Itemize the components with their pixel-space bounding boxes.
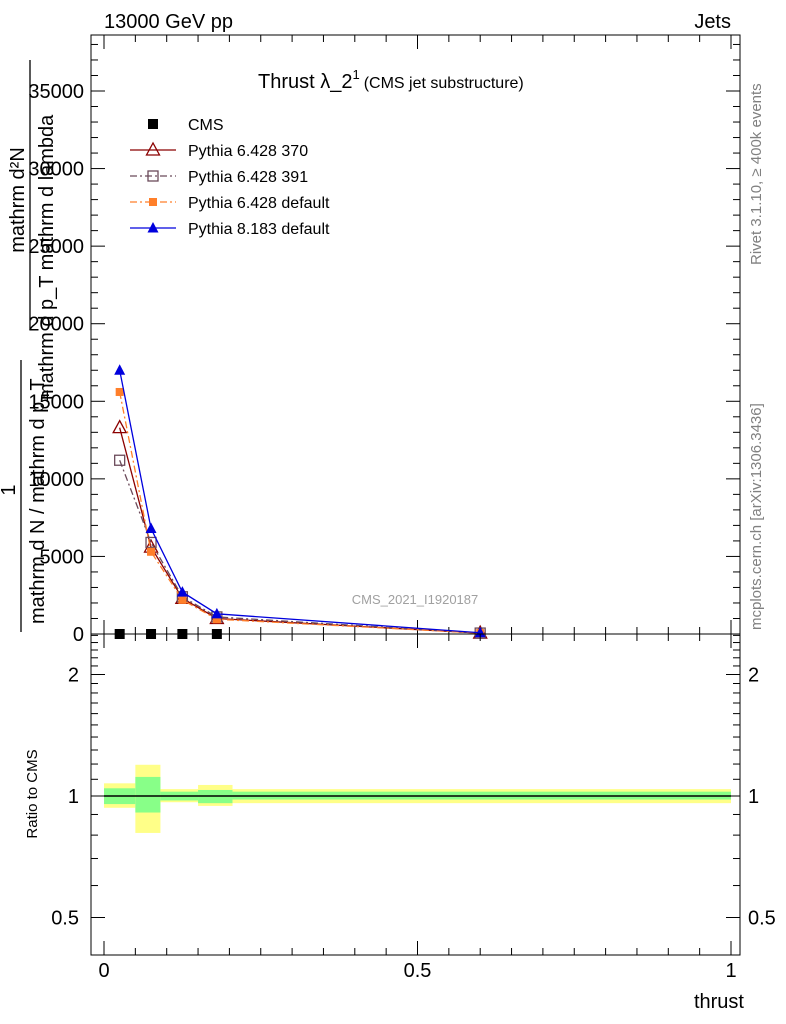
y-tick-label: 0 [73,624,84,646]
legend-marker [148,119,158,129]
analysis-watermark: CMS_2021_I1920187 [352,592,479,607]
ratio-axis-ticks: 0.5 0.5 1 1 2 2 0 0.5 1 [51,634,776,982]
ratio-band-inner [135,776,161,813]
legend-label: Pythia 6.428 default [188,195,330,212]
legend-label: CMS [188,117,224,134]
data-point [115,387,124,396]
ratio-y-tick-label-left: 0.5 [51,908,79,930]
ratio-uncertainty-bands [104,764,731,833]
legend-marker [147,170,159,182]
x-tick-label: 1 [725,960,736,982]
y-tick-label: 5000 [40,546,85,568]
chart-title-superscript: 1 [352,67,359,82]
main-panel: Thrust λ_21 (CMS jet substructure) CMS_20… [28,34,741,646]
rivet-version-label: Rivet 3.1.10, ≥ 400k events [748,83,765,265]
legend-marker [147,222,159,233]
data-point [114,364,126,375]
data-point [145,536,157,549]
main-series-layer [112,364,488,639]
legend-label: Pythia 6.428 370 [188,143,308,160]
y-tick-label: 10000 [28,469,84,491]
main-axis-ticks: 0 5000 10000 15000 20000 25000 30000 35000 [28,35,740,646]
legend-entry: CMS [148,117,224,134]
ylabel-prefix-numerator: 1 [0,484,20,495]
legend-label: Pythia 6.428 391 [188,169,308,186]
series-pythia-8-183-default [114,364,486,638]
y-tick-label: 15000 [28,391,84,413]
legend-entry: Pythia 6.428 391 [130,169,308,186]
legend-entry: Pythia 8.183 default [130,221,330,238]
legend-marker [149,198,157,206]
chart-title-main: Thrust λ_2 [258,71,352,93]
data-point [112,419,128,434]
data-point [145,522,157,534]
x-tick-label: 0.5 [404,960,432,982]
ratio-ylabel: Ratio to CMS [24,749,41,838]
ratio-y-tick-label-right: 0.5 [748,908,776,930]
y-tick-label: 30000 [28,159,84,181]
legend-entry: Pythia 6.428 default [130,195,330,212]
legend-label: Pythia 8.183 default [188,221,330,238]
ylabel-numerator: mathrm d²N [7,147,29,253]
chart-title: Thrust λ_21 (CMS jet substructure) [258,67,524,93]
data-point [211,607,223,619]
main-ylabel: 1 mathrm d N / mathrm d p_T mathrm d²N m… [0,60,58,632]
ratio-frame [90,633,741,956]
y-tick-label: 25000 [28,236,84,258]
data-point [212,615,221,624]
series-line [119,460,481,634]
data-point [178,595,187,604]
y-tick-label: 35000 [28,81,84,103]
ylabel-prefix-denominator: mathrm d N / mathrm d p_T [27,378,49,624]
ratio-y-tick-label-left: 1 [68,786,79,808]
data-point [176,586,188,597]
y-tick-label: 20000 [28,314,84,336]
chart-subtitle: (CMS jet substructure) [364,75,524,92]
ratio-y-tick-label-right: 1 [748,786,759,808]
data-point [114,454,126,466]
mcplots-source-label: mcplots.cern.ch [arXiv:1306.3436] [748,403,765,630]
legend: CMS Pythia 6.428 370 Pythia 6.428 391 Pythi… [130,117,330,238]
ratio-y-tick-label-left: 2 [68,665,79,687]
header-category-label: Jets [694,11,731,33]
series-pythia-6-428-391 [114,454,486,639]
ratio-y-tick-label-right: 2 [748,665,759,687]
ratio-panel: 0.5 0.5 1 1 2 2 0 0.5 1 Ratio to CMS thrust [24,633,776,1013]
ylabel-denominator: mathrm d p_T mathrm d lambda [36,114,58,400]
x-tick-label: 0 [98,960,109,982]
legend-marker [145,141,161,156]
data-point [147,547,156,556]
data-point [474,626,486,638]
header-energy-label: 13000 GeV pp [104,11,233,33]
legend-entry: Pythia 6.428 370 [130,141,308,160]
x-axis-label: thrust [694,991,744,1013]
